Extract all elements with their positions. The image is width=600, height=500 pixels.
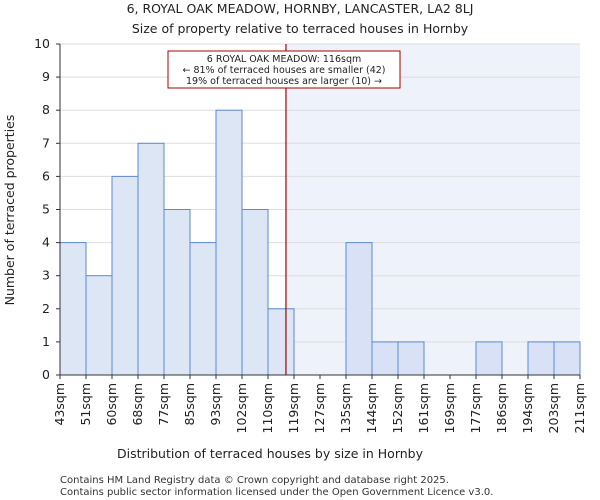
footer-line-2: Contains public sector information licen… <box>60 487 493 498</box>
y-tick-label: 10 <box>34 36 50 51</box>
plot-area: 0 1 2 3 4 5 6 7 8 9 10 43sqm 51sqm 60sqm 68sqm 77sqm 85s… <box>34 36 587 433</box>
x-tick-label: 68sqm <box>130 383 145 426</box>
bar <box>553 341 581 376</box>
annotation-line-3: 19% of terraced houses are larger (10) → <box>186 76 382 87</box>
y-tick-label: 6 <box>42 168 50 183</box>
x-tick-label: 186sqm <box>494 383 509 433</box>
x-tick-label: 102sqm <box>234 383 249 433</box>
x-tick-label: 51sqm <box>78 383 93 426</box>
bar <box>241 209 269 376</box>
y-tick-label: 1 <box>42 334 50 349</box>
x-tick-label: 144sqm <box>364 383 379 433</box>
bar <box>527 341 555 376</box>
bar <box>371 341 399 376</box>
bar <box>163 209 191 376</box>
y-tick-label: 0 <box>42 367 50 382</box>
y-tick-label: 7 <box>42 135 50 150</box>
y-tick-label: 3 <box>42 268 50 283</box>
footer-line-1: Contains HM Land Registry data © Crown c… <box>60 475 449 486</box>
y-tick-label: 5 <box>42 202 50 217</box>
x-tick-label: 77sqm <box>156 383 171 426</box>
x-tick-label: 152sqm <box>390 383 405 433</box>
y-tick-label: 4 <box>42 235 50 250</box>
bar <box>111 175 139 376</box>
bar <box>85 275 113 376</box>
x-tick-label: 161sqm <box>416 383 431 433</box>
bar <box>189 242 217 376</box>
bar <box>267 308 295 376</box>
x-tick-label: 211sqm <box>572 383 587 433</box>
x-tick-label: 60sqm <box>104 383 119 426</box>
x-tick-label: 127sqm <box>312 383 327 433</box>
y-tick-label: 2 <box>42 301 50 316</box>
bar <box>215 109 243 376</box>
x-tick-label: 93sqm <box>208 383 223 426</box>
annotation-box <box>167 50 401 89</box>
x-tick-label: 43sqm <box>52 383 67 426</box>
bar <box>475 341 503 376</box>
x-tick-label: 194sqm <box>520 383 535 433</box>
x-tick-label: 85sqm <box>182 383 197 426</box>
x-tick-label: 119sqm <box>286 383 301 433</box>
chart-title: 6, ROYAL OAK MEADOW, HORNBY, LANCASTER, … <box>127 1 474 16</box>
bar <box>137 142 165 376</box>
y-tick-label: 9 <box>42 69 50 84</box>
annotation-line-1: 6 ROYAL OAK MEADOW: 116sqm <box>207 54 361 65</box>
x-tick-label: 177sqm <box>468 383 483 433</box>
y-tick-label: 8 <box>42 102 50 117</box>
bar <box>345 242 373 376</box>
x-tick-label: 110sqm <box>260 383 275 433</box>
bar <box>397 341 425 376</box>
y-axis-label: Number of terraced properties <box>2 115 17 306</box>
chart-subtitle: Size of property relative to terraced ho… <box>132 21 469 36</box>
x-tick-label: 135sqm <box>338 383 353 433</box>
bar <box>59 242 87 376</box>
annotation-line-2: ← 81% of terraced houses are smaller (42… <box>182 65 385 76</box>
x-tick-label: 203sqm <box>546 383 561 433</box>
x-tick-label: 169sqm <box>442 383 457 433</box>
x-axis-label: Distribution of terraced houses by size … <box>117 446 424 461</box>
